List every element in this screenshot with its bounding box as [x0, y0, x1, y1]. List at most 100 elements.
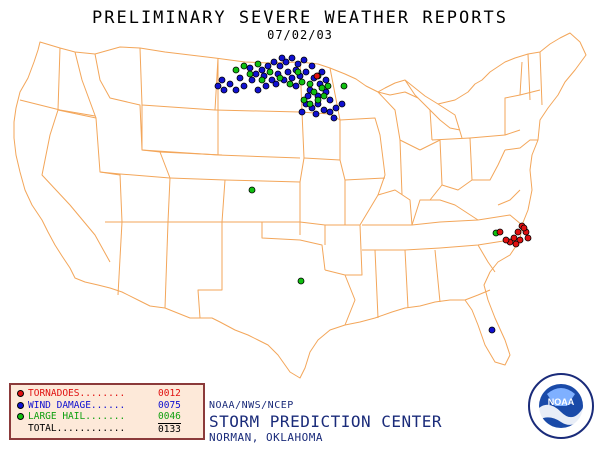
wind-report [252, 70, 260, 78]
tornado-report [524, 234, 532, 242]
wind-report [214, 82, 222, 90]
wind-report [338, 100, 346, 108]
wind-report [220, 86, 228, 94]
legend-label-total: TOTAL............ [28, 423, 126, 434]
tornado-report [313, 72, 321, 80]
center-name: STORM PREDICTION CENTER [209, 412, 443, 431]
hail-report [306, 100, 314, 108]
wind-report [218, 76, 226, 84]
hail-report [297, 277, 305, 285]
wind-report [276, 62, 284, 70]
hail-report [298, 78, 306, 86]
wind-report [226, 80, 234, 88]
hail-report [240, 62, 248, 70]
hail-report [306, 80, 314, 88]
tornado-markers [313, 72, 532, 248]
report-date: 07/02/03 [267, 28, 333, 42]
hail-report [248, 186, 256, 194]
hail-report [318, 84, 326, 92]
map-title: PRELIMINARY SEVERE WEATHER REPORTS [92, 8, 508, 28]
wind-report [294, 60, 302, 68]
wind-damage-markers [214, 54, 496, 334]
legend-label-hail: LARGE HAIL....... [28, 411, 126, 422]
wind-report [254, 86, 262, 94]
legend-label-tornado: TORNADOES........ [28, 388, 126, 399]
hail-report [340, 82, 348, 90]
wind-report [248, 76, 256, 84]
wind-report [278, 54, 286, 62]
large-hail-markers [232, 60, 500, 285]
wind-report [488, 326, 496, 334]
agency-label: NOAA/NWS/NCEP [209, 400, 294, 411]
hail-report [286, 80, 294, 88]
hail-report [266, 68, 274, 76]
tornado-report [514, 228, 522, 236]
legend-row-total: TOTAL............ 0133 [17, 422, 203, 436]
wind-report [312, 110, 320, 118]
footer: NOAA/NWS/NCEP STORM PREDICTION CENTER NO… [209, 400, 442, 444]
tornado-report [510, 234, 518, 242]
wind-report [246, 64, 254, 72]
wind-report [282, 58, 290, 66]
wind-report [292, 82, 300, 90]
tornado-dot-icon [17, 390, 24, 398]
legend-box: TORNADOES........ 0012 WIND DAMAGE......… [9, 383, 205, 440]
hail-report [314, 96, 322, 104]
report-markers [214, 54, 532, 334]
wind-report [300, 56, 308, 64]
hail-report [320, 92, 328, 100]
tornado-report [516, 236, 524, 244]
legend-row-hail: LARGE HAIL....... 0046 [17, 411, 203, 423]
wind-report [288, 54, 296, 62]
tornado-report [512, 240, 520, 248]
hail-report [232, 66, 240, 74]
hail-report [254, 60, 262, 68]
legend-count-total: 0133 [158, 422, 181, 435]
wind-report [308, 62, 316, 70]
wind-report [240, 82, 248, 90]
wind-report [298, 108, 306, 116]
tornado-report [496, 228, 504, 236]
wind-report [302, 68, 310, 76]
hail-report [258, 76, 266, 84]
hail-dot-icon [17, 413, 24, 421]
hail-report [310, 88, 318, 96]
legend-count-hail: 0046 [158, 411, 181, 422]
legend-count-wind: 0075 [158, 399, 181, 411]
wind-report [320, 106, 328, 114]
wind-report [236, 74, 244, 82]
noaa-logo-icon: NOAA [528, 373, 594, 439]
hail-report [276, 74, 284, 82]
legend-row-wind: WIND DAMAGE...... 0075 [17, 400, 203, 412]
hail-report [246, 70, 254, 78]
wind-report [284, 68, 292, 76]
state-boundaries [13, 32, 587, 379]
wind-report [322, 76, 330, 84]
wind-report [264, 62, 272, 70]
wind-report [304, 92, 312, 100]
hail-report [324, 82, 332, 90]
hail-report [300, 96, 308, 104]
wind-report [326, 108, 334, 116]
wind-report [270, 58, 278, 66]
location-label: NORMAN, OKLAHOMA [209, 431, 323, 444]
legend-row-tornado: TORNADOES........ 0012 [17, 388, 203, 400]
wind-report [262, 82, 270, 90]
wind-report [332, 104, 340, 112]
wind-report [258, 66, 266, 74]
tornado-report [520, 224, 528, 232]
legend-label-wind: WIND DAMAGE...... [28, 399, 126, 411]
wind-report [272, 80, 280, 88]
wind-report [318, 68, 326, 76]
legend-count-tornado: 0012 [158, 388, 181, 399]
tornado-report [502, 236, 510, 244]
wind-report [288, 74, 296, 82]
wind-report [268, 76, 276, 84]
wind-report [326, 96, 334, 104]
hail-report [294, 68, 302, 76]
noaa-logo-text: NOAA [548, 397, 575, 407]
wind-dot-icon [17, 401, 24, 409]
wind-report [232, 86, 240, 94]
wind-report [330, 114, 338, 122]
